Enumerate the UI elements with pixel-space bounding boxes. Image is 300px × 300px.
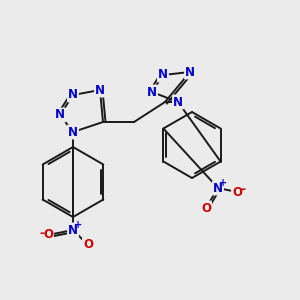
Text: N: N [147, 85, 157, 98]
Text: N: N [95, 83, 105, 97]
Text: N: N [68, 88, 78, 101]
Text: O: O [83, 238, 93, 251]
Text: N: N [158, 68, 168, 82]
Text: N: N [68, 224, 78, 236]
Text: N: N [55, 109, 65, 122]
Text: N: N [173, 95, 183, 109]
Text: -: - [240, 184, 246, 196]
Text: O: O [43, 229, 53, 242]
Text: N: N [68, 125, 78, 139]
Text: O: O [232, 185, 242, 199]
Text: +: + [74, 220, 82, 230]
Text: +: + [219, 178, 227, 188]
Text: N: N [213, 182, 223, 194]
Text: N: N [185, 65, 195, 79]
Text: O: O [201, 202, 211, 214]
Text: -: - [39, 226, 45, 239]
